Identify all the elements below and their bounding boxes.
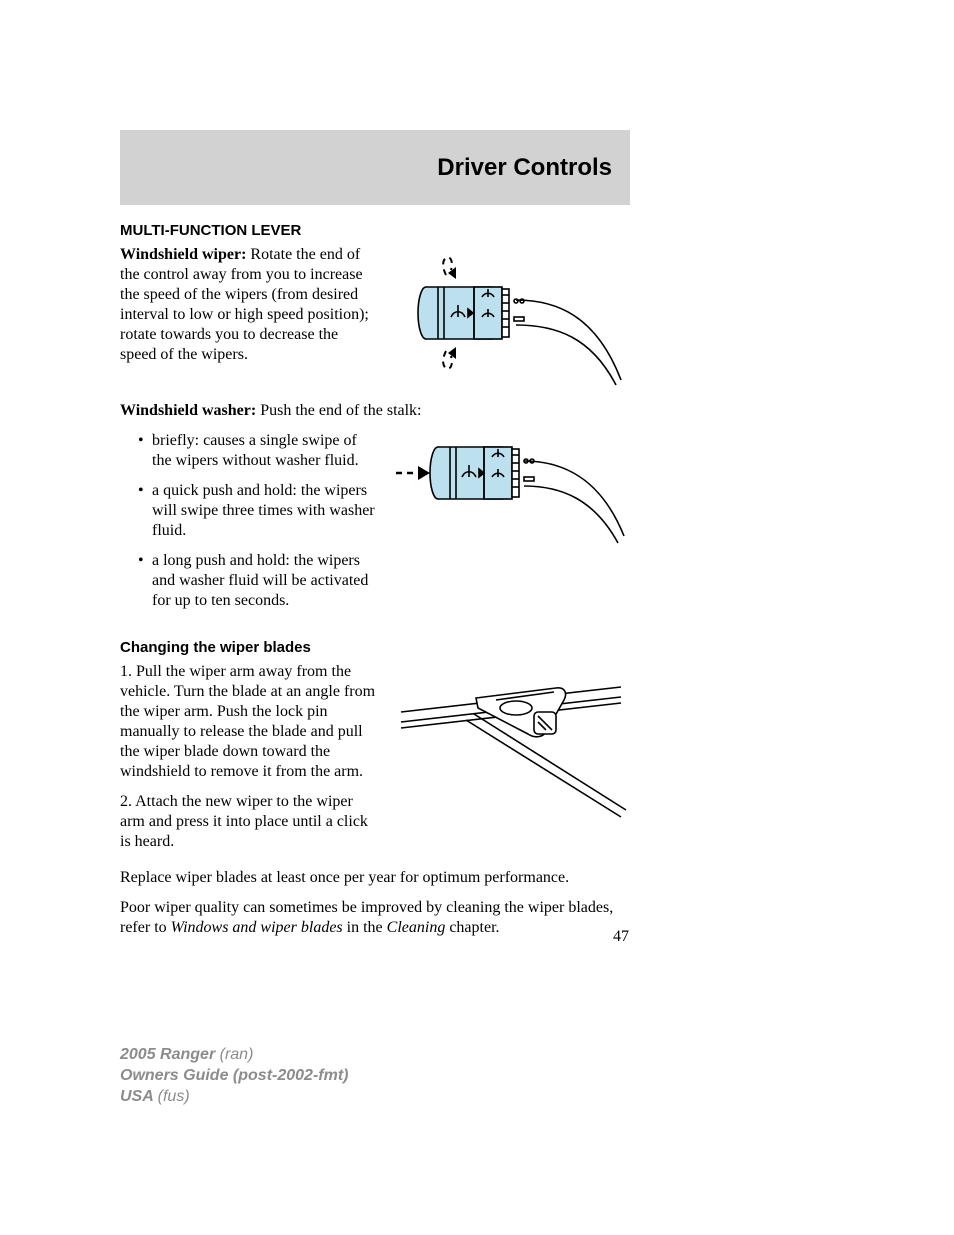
footer-l1b: (ran) [220, 1046, 254, 1063]
washer-paragraph: Windshield washer: Push the end of the s… [120, 401, 630, 421]
footer-line1: 2005 Ranger (ran) [120, 1045, 348, 1066]
washer-text-col: briefly: causes a single swipe of the wi… [120, 431, 378, 621]
wiper-text-col: Windshield wiper: Rotate the end of the … [120, 245, 378, 395]
wiper-body: Rotate the end of the control away from … [120, 246, 369, 363]
list-item: a quick push and hold: the wipers will s… [138, 481, 378, 541]
washer-label: Windshield washer: [120, 402, 256, 419]
page: Driver Controls MULTI-FUNCTION LEVER Win… [0, 0, 954, 1235]
footer-line2: Owners Guide (post-2002-fmt) [120, 1066, 348, 1087]
after2-i1: Windows and wiper blades [171, 919, 343, 936]
changing-figure [396, 662, 631, 862]
footer-l2a: Owners Guide (post-2002-fmt) [120, 1067, 348, 1084]
section-heading-changing: Changing the wiper blades [120, 639, 630, 656]
list-item: a long push and hold: the wipers and was… [138, 551, 378, 611]
changing-step1: 1. Pull the wiper arm away from the vehi… [120, 662, 378, 782]
wiper-paragraph: Windshield wiper: Rotate the end of the … [120, 245, 378, 365]
page-title: Driver Controls [437, 154, 612, 182]
section-heading-multi: MULTI-FUNCTION LEVER [120, 222, 630, 239]
after2-b: in the [343, 919, 387, 936]
changing-step2: 2. Attach the new wiper to the wiper arm… [120, 792, 378, 852]
changing-after2: Poor wiper quality can sometimes be impr… [120, 898, 630, 938]
wiper-blade-icon [396, 662, 631, 822]
list-item: briefly: causes a single swipe of the wi… [138, 431, 378, 471]
wiper-figure [396, 245, 631, 395]
wiper-stalk-rotate-icon [396, 245, 631, 395]
washer-body: Push the end of the stalk: [256, 402, 421, 419]
footer: 2005 Ranger (ran) Owners Guide (post-200… [120, 1045, 348, 1107]
wiper-stalk-push-icon [396, 431, 631, 551]
washer-bullets: briefly: causes a single swipe of the wi… [120, 431, 378, 611]
content-area: MULTI-FUNCTION LEVER Windshield wiper: R… [120, 222, 630, 948]
changing-text-col: 1. Pull the wiper arm away from the vehi… [120, 662, 378, 862]
page-number: 47 [613, 928, 629, 946]
changing-row: 1. Pull the wiper arm away from the vehi… [120, 662, 630, 862]
footer-line3: USA (fus) [120, 1087, 348, 1108]
changing-after1: Replace wiper blades at least once per y… [120, 868, 630, 888]
washer-figure [396, 431, 631, 621]
wiper-row: Windshield wiper: Rotate the end of the … [120, 245, 630, 395]
wiper-label: Windshield wiper: [120, 246, 246, 263]
washer-row: briefly: causes a single swipe of the wi… [120, 431, 630, 621]
footer-l1a: 2005 Ranger [120, 1046, 220, 1063]
footer-l3a: USA [120, 1088, 158, 1105]
after2-i2: Cleaning [387, 919, 446, 936]
footer-l3b: (fus) [158, 1088, 190, 1105]
after2-c: chapter. [445, 919, 499, 936]
header-band: Driver Controls [120, 130, 630, 205]
